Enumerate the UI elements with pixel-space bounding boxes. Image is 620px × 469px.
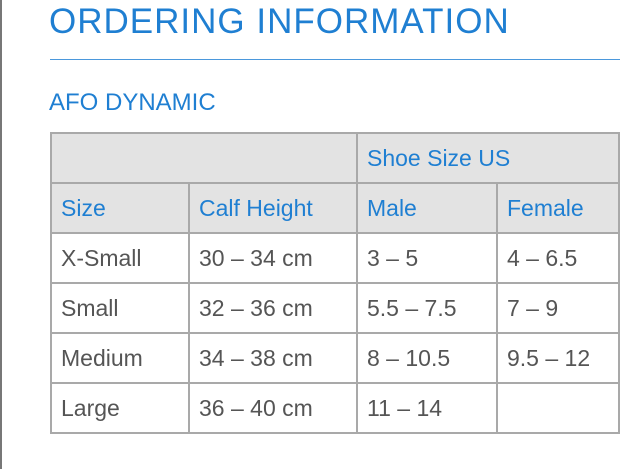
page-title: ORDERING INFORMATION	[49, 2, 510, 41]
cell-male: 11 – 14	[356, 382, 498, 434]
group-header-row: Shoe Size US	[50, 132, 620, 184]
table-row: Small 32 – 36 cm 5.5 – 7.5 7 – 9	[50, 282, 620, 334]
header-female: Female	[495, 182, 620, 234]
table-row: Large 36 – 40 cm 11 – 14	[50, 382, 620, 434]
page-edge	[0, 0, 2, 469]
title-divider	[50, 59, 620, 60]
cell-size: Large	[50, 382, 190, 434]
cell-male: 8 – 10.5	[356, 332, 498, 384]
shoe-size-header: Shoe Size US	[355, 132, 620, 184]
cell-size: X-Small	[50, 232, 190, 284]
cell-female: 4 – 6.5	[495, 232, 620, 284]
table-row: Medium 34 – 38 cm 8 – 10.5 9.5 – 12	[50, 332, 620, 384]
header-size: Size	[50, 182, 190, 234]
cell-calf-height: 34 – 38 cm	[188, 332, 358, 384]
cell-calf-height: 32 – 36 cm	[188, 282, 358, 334]
cell-size: Small	[50, 282, 190, 334]
table-row: X-Small 30 – 34 cm 3 – 5 4 – 6.5	[50, 232, 620, 284]
empty-header-cell	[50, 132, 358, 184]
cell-calf-height: 30 – 34 cm	[188, 232, 358, 284]
cell-female: 9.5 – 12	[495, 332, 620, 384]
cell-male: 5.5 – 7.5	[356, 282, 498, 334]
column-header-row: Size Calf Height Male Female	[50, 182, 620, 234]
cell-female: 7 – 9	[495, 282, 620, 334]
ordering-table: Shoe Size US Size Calf Height Male Femal…	[50, 132, 620, 434]
cell-male: 3 – 5	[356, 232, 498, 284]
header-calf-height: Calf Height	[188, 182, 358, 234]
header-male: Male	[356, 182, 498, 234]
section-title: AFO DYNAMIC	[49, 89, 216, 116]
cell-calf-height: 36 – 40 cm	[188, 382, 358, 434]
cell-size: Medium	[50, 332, 190, 384]
cell-female	[495, 382, 620, 434]
